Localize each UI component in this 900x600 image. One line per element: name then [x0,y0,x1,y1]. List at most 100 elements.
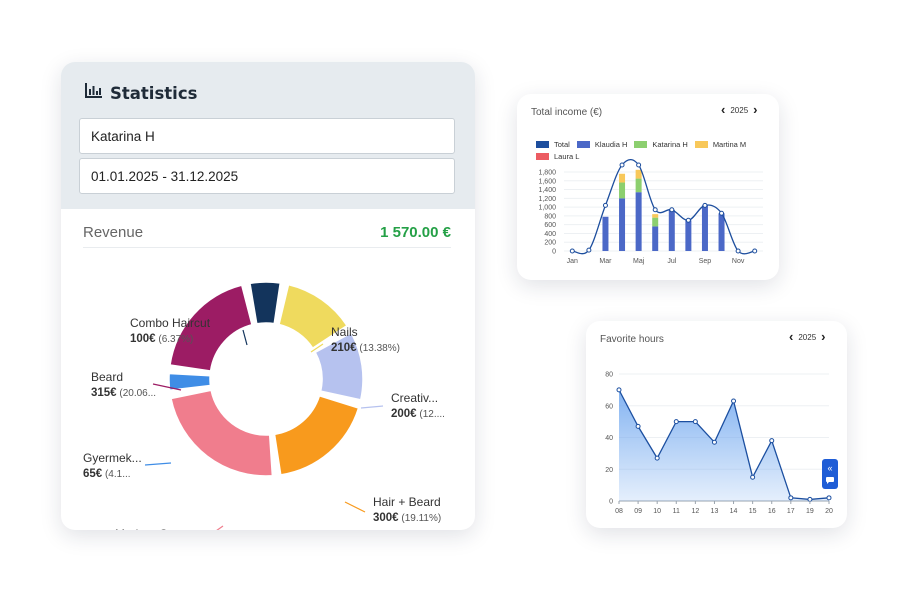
date-range-field[interactable]: 01.01.2025 - 31.12.2025 [79,158,455,194]
legend-item[interactable]: Laura L [536,151,579,161]
hours-year: 2025 [798,332,817,342]
income-year-nav: ‹ 2025 › [721,102,758,117]
legend-label: Klaudia H [594,139,628,149]
x-tick-label: Jan [567,258,578,265]
slice-label: Hair + Beard [373,495,441,509]
leader-line [242,329,248,346]
hours-chart: 0 20 40 60 80 08 09 10 11 12 13 14 15 16 17 19 20 [605,372,833,516]
slice-value: 300€ (19.11%) [373,512,441,524]
slice-amount: 100€ [130,333,156,345]
x-tick-label: Nov [732,258,745,265]
bar-segment [652,214,659,218]
x-tick-label: 14 [730,508,738,515]
donut-slice [168,372,212,391]
employee-select[interactable]: Katarina H [79,118,455,154]
total-point [636,162,642,168]
income-title: Total income (€) [531,107,603,118]
total-point [735,248,741,254]
leader-line [216,525,224,530]
y-tick-label: 60 [605,403,613,410]
revenue-label: Revenue [83,224,144,241]
slice-label: Beard [91,370,123,384]
y-tick-label: 80 [605,372,613,379]
slice-value: 210€ (13.38%) [331,342,400,354]
bar-segment [652,217,659,227]
slice-percent: (12.... [417,409,445,420]
bar-segment [619,198,626,251]
legend-item[interactable]: Total [536,139,570,149]
bar-segment [635,169,642,179]
hours-point [635,423,641,429]
slice-value: 100€ (6.37%) [130,333,193,345]
slice-percent: (20.06... [117,388,156,399]
legend-item[interactable]: Martina M [694,139,746,149]
chat-widget-button[interactable]: « [822,459,838,489]
total-point [752,248,758,254]
y-tick-label: 0 [609,499,613,506]
slice-percent: (6.37%) [156,334,194,345]
donut-slice [170,389,274,477]
statistics-card: Statistics Katarina H 01.01.2025 - 31.12… [61,62,475,530]
total-point [652,207,658,213]
x-tick-label: 16 [768,508,776,515]
legend-item[interactable]: Klaudia H [576,139,628,149]
hours-point [711,439,717,445]
legend-label: Katarina H [652,139,688,149]
bar-segment [701,205,708,251]
x-tick-label: Maj [633,258,645,265]
bar-segment [619,182,626,199]
x-tick-label: 19 [806,508,814,515]
legend-label: Laura L [554,151,580,161]
slice-amount: 300€ [373,512,399,524]
donut-slice [278,283,348,349]
legend-item[interactable]: Katarina H [634,139,688,149]
hours-point [826,495,832,501]
x-tick-label: Mar [599,258,612,265]
chat-bubble-icon [826,476,834,486]
slice-percent: (13.38%) [357,343,400,354]
bar-segment [635,178,642,193]
slice-amount: 65€ [83,468,103,480]
hours-area [619,389,829,501]
y-tick-label: 800 [544,213,556,220]
legend-swatch [694,140,708,148]
leader-line [344,501,366,513]
slice-label: Gyermek... [83,451,142,465]
bar-segment [652,226,659,251]
slice-value: 200€ (12.... [391,408,445,420]
total-line [572,159,755,255]
slice-amount: 210€ [331,342,357,354]
hours-point [654,455,660,461]
y-tick-label: 0 [552,249,556,256]
x-tick-label: 08 [615,508,623,515]
x-tick-label: 12 [691,508,699,515]
hours-line [618,389,830,501]
next-year-button[interactable]: › [821,329,826,344]
double-chevron-left-icon: « [827,462,833,473]
revenue-row: Revenue 1 570.00 € [83,218,451,248]
donut-slice [273,395,360,476]
bar-segment [668,209,675,251]
legend-swatch [536,152,549,160]
x-tick-label: 10 [653,508,661,515]
bar-segment [602,216,609,251]
hours-year-nav: ‹ 2025 › [789,329,826,344]
slice-label: Combo Haircut [130,316,211,330]
legend-label: Total [554,139,570,149]
x-tick-label: 15 [749,508,757,515]
total-point [569,248,575,254]
bar-segment [635,192,642,251]
prev-year-button[interactable]: ‹ [789,329,794,344]
prev-year-button[interactable]: ‹ [721,102,726,117]
hours-point [692,419,698,425]
page-title: Statistics [110,83,198,103]
x-tick-label: 13 [711,508,719,515]
y-tick-label: 1,200 [538,196,556,203]
legend-swatch [634,140,648,148]
slice-amount: 200€ [391,408,417,420]
total-point [669,207,675,213]
hours-point [750,474,756,480]
next-year-button[interactable]: › [753,102,758,117]
revenue-donut-chart: Combo Haircut 100€ (6.37%) Nails 210€ (13.3… [83,281,445,530]
